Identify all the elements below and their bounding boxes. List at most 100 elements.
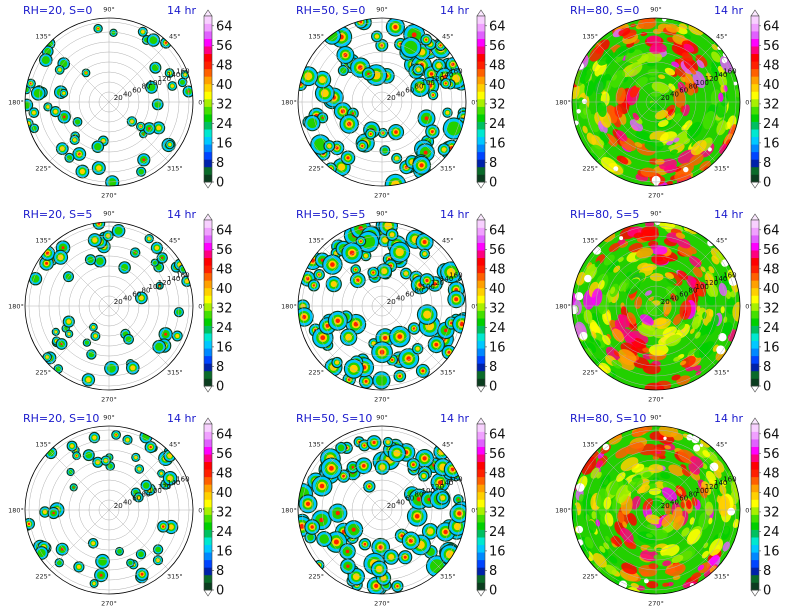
angle-tick-label: 315° (440, 572, 456, 580)
precip-cell (307, 279, 320, 292)
grid-spoke (108, 42, 169, 103)
precip-cell (349, 272, 366, 289)
angle-tick-label: 0° (471, 99, 478, 107)
precip-cell (716, 100, 727, 118)
precip-cell (689, 67, 697, 75)
precip-cell (714, 501, 719, 510)
grid-spoke (596, 509, 657, 570)
colorbar-segment (477, 166, 485, 175)
precip-cell (447, 290, 466, 309)
precip-cell (690, 572, 702, 581)
grid-spoke (49, 246, 110, 307)
colorbar-tick-label: 0 (216, 584, 224, 599)
precip-cell (415, 363, 430, 378)
radial-tick-label: 80 (142, 491, 151, 499)
precip-cell (137, 26, 148, 37)
precip-cell (572, 82, 580, 100)
colorbar-segment (204, 257, 212, 266)
precip-cell (87, 233, 102, 248)
colorbar-tick-label: 64 (489, 223, 506, 238)
angle-tick-label: 315° (714, 368, 730, 376)
grid-spoke (596, 101, 657, 162)
precip-cell (55, 338, 68, 350)
colorbar-segment (477, 491, 485, 500)
precip-cell (593, 74, 607, 94)
grid-spoke (381, 246, 442, 307)
grid-spoke (596, 305, 657, 366)
colorbar-segment (477, 461, 485, 470)
radial-tick-label: 20 (661, 298, 670, 306)
panel-2: RH=80, S=0 14 hr 20 40 60 80 100 120 140 160 90° 45… (547, 0, 785, 204)
panel-time-label: 14 hr (714, 412, 743, 425)
colorbar-tick-label: 8 (489, 360, 497, 375)
precip-cell (111, 430, 121, 440)
colorbar-segment (751, 370, 759, 379)
precip-cell (64, 329, 74, 339)
colorbar-segment (204, 491, 212, 500)
precip-cell (600, 474, 611, 488)
precip-cell (367, 266, 380, 279)
precip-cell (598, 139, 605, 146)
angle-tick-label: 45° (169, 33, 181, 41)
precip-cell (644, 139, 664, 152)
radial-tick-label: 100 (696, 79, 709, 87)
precip-cell (40, 245, 56, 261)
precip-cell (49, 106, 62, 118)
precip-cell (615, 87, 626, 105)
colorbar-segment (751, 537, 759, 546)
precip-cell (59, 88, 69, 98)
precip-cell (385, 228, 399, 241)
colorbar-segment (751, 129, 759, 138)
precip-cell (133, 492, 144, 503)
precip-field (28, 222, 193, 387)
precip-cell (655, 547, 662, 552)
colorbar-tick-label: 16 (763, 340, 780, 355)
radial-tick-label: 140 (440, 275, 453, 283)
angle-tick-label: 180° (8, 99, 24, 107)
colorbar-segment (204, 476, 212, 485)
colorbar-segment (751, 439, 759, 447)
precip-cell (603, 254, 615, 266)
radial-tick-label: 20 (114, 298, 123, 306)
radial-tick-label: 80 (689, 287, 698, 295)
panel-6: RH=20, S=10 14 hr 20 40 60 80 100 120 140 160 90° 4… (0, 408, 262, 612)
colorbar-segment (477, 363, 485, 372)
colorbar-segment (477, 235, 485, 243)
precip-cell (675, 232, 686, 239)
precip-cell (603, 542, 610, 550)
precip-cell (599, 545, 606, 553)
radial-tick-label: 160 (176, 271, 189, 279)
colorbar-segment (477, 159, 485, 168)
precip-cell (115, 546, 124, 556)
colorbar-segment (204, 303, 212, 311)
precip-cell (331, 356, 343, 369)
precip-cell (398, 348, 420, 370)
angle-tick-label: 225° (582, 572, 598, 580)
colorbar-segment (204, 174, 212, 183)
radial-tick-label: 40 (670, 294, 679, 302)
precip-cell (636, 247, 654, 259)
radial-tick-label: 140 (167, 479, 180, 487)
clear-gap (584, 274, 592, 283)
colorbar-segment (751, 68, 759, 77)
clear-gap (576, 109, 581, 114)
precip-cell (718, 92, 724, 102)
colorbar-tick-label: 32 (216, 505, 233, 520)
precip-cell (660, 544, 680, 558)
precip-cell (155, 281, 164, 290)
precip-cell (400, 36, 422, 59)
precip-cell (29, 123, 39, 134)
colorbar-tick-label: 56 (763, 243, 780, 258)
colorbar-segment (477, 53, 485, 62)
plot-rim (571, 425, 741, 595)
precip-cell (105, 175, 120, 186)
colorbar-tick-label: 24 (216, 321, 233, 336)
precip-cell (143, 122, 156, 135)
angle-tick-label: 270° (101, 600, 117, 608)
colorbar-tick-label: 48 (489, 466, 506, 481)
radial-tick-label: 40 (123, 90, 132, 98)
colorbar-segment (204, 340, 212, 349)
colorbar-tick-label: 64 (763, 427, 780, 442)
precip-cell (696, 59, 705, 69)
colorbar-tick-label: 48 (763, 262, 780, 277)
